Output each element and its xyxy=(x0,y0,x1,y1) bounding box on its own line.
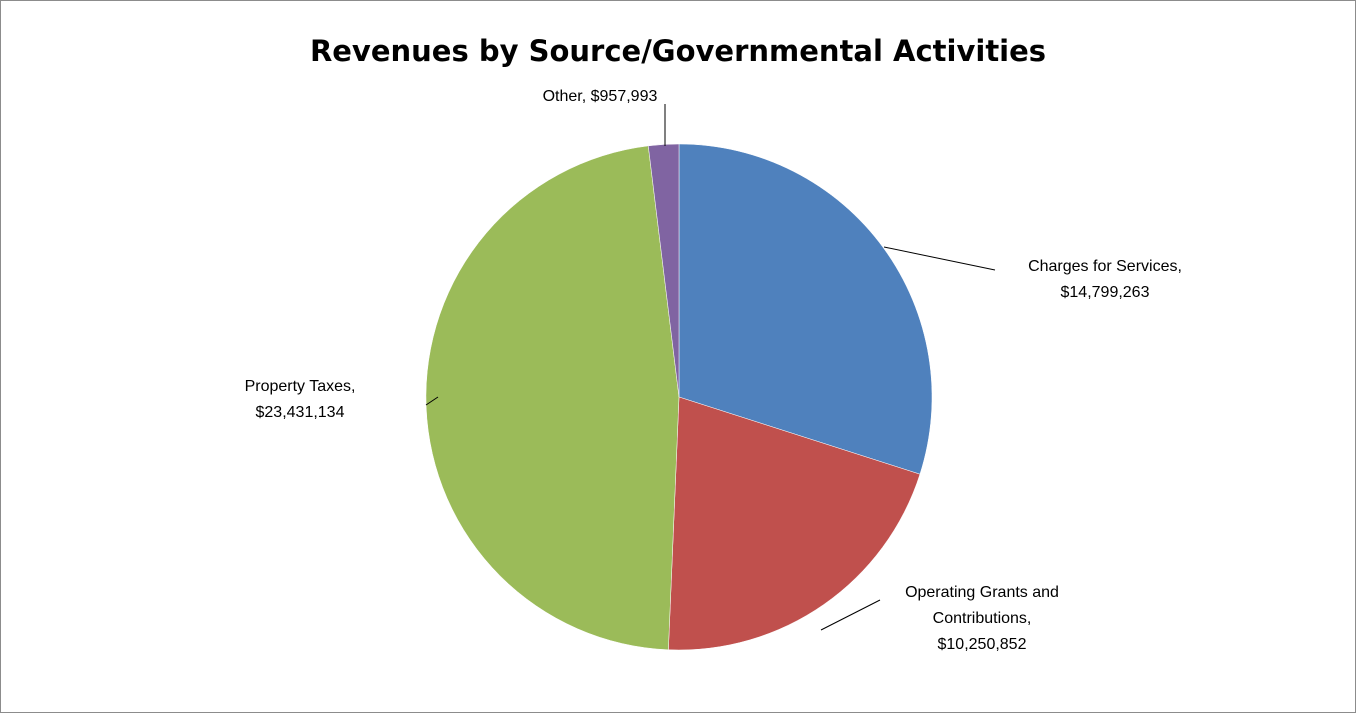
pie-slice-operating-grants-and-contributions xyxy=(668,396,921,651)
data-label-line: Contributions, xyxy=(933,610,1032,627)
data-label-property-taxes: Property Taxes, $23,431,134 xyxy=(245,378,356,421)
leader-line xyxy=(883,246,996,271)
leader-line xyxy=(425,396,439,406)
data-label-operating-grants-and-contributions: Operating Grants and Contributions, $10,25… xyxy=(905,584,1059,653)
leader-line xyxy=(820,599,881,631)
data-label-line: Charges for Services, xyxy=(1028,258,1182,275)
data-label-line: $10,250,852 xyxy=(938,636,1027,653)
data-label-line: $14,799,263 xyxy=(1061,284,1150,301)
data-label-line: Operating Grants and xyxy=(905,584,1059,601)
data-label-line: $23,431,134 xyxy=(256,404,345,421)
data-label-other: Other, $957,993 xyxy=(543,88,658,105)
pie-slice-other xyxy=(647,143,680,398)
pie-slice-charges-for-services xyxy=(678,143,933,475)
data-label-line: Other, $957,993 xyxy=(543,88,658,105)
data-label-charges-for-services: Charges for Services, $14,799,263 xyxy=(1028,258,1182,301)
pie-slice-property-taxes xyxy=(425,145,680,651)
chart-title: Revenues by Source/Governmental Activiti… xyxy=(309,34,1047,68)
data-label-line: Property Taxes, xyxy=(245,378,356,395)
